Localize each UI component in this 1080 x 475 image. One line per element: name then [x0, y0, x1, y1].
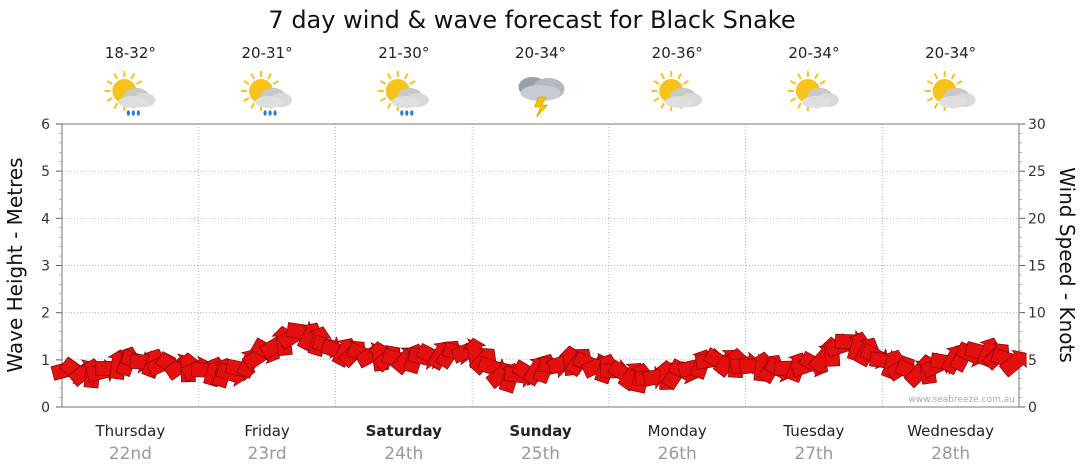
y-axis-right-ticks: 0 5 10 15 20 25 30	[1019, 117, 1046, 416]
day-temperature: 20-31°	[242, 44, 293, 62]
y-left-tick-label: 2	[41, 306, 50, 322]
day-temperature: 20-34°	[788, 44, 839, 62]
y-axis-right-title: Wind Speed - Knots	[1055, 167, 1079, 363]
day-name: Saturday	[366, 422, 443, 440]
y-left-tick-label: 6	[41, 117, 50, 133]
day-date: 23rd	[248, 444, 287, 464]
y-right-tick-label: 10	[1028, 306, 1046, 322]
day-labels: Thursday 22nd Friday 23rd Saturday 24th Sunday…	[94, 422, 994, 464]
day-date: 26th	[658, 444, 697, 464]
sun-cloud-icon	[924, 71, 976, 111]
y-axis-left-ticks: 0 1 2 3 4 5 6	[41, 117, 62, 416]
day-temperature: 20-34°	[925, 44, 976, 62]
wind-arrow	[998, 349, 1027, 378]
gridlines	[62, 124, 1019, 407]
weather-icons	[104, 71, 976, 118]
chart-title: 7 day wind & wave forecast for Black Sna…	[268, 6, 795, 34]
day-name: Thursday	[94, 422, 165, 440]
y-right-tick-label: 25	[1028, 164, 1046, 180]
day-date: 27th	[794, 444, 833, 464]
day-name: Sunday	[509, 422, 572, 440]
sun-cloud-icon	[787, 71, 839, 111]
day-temperature: 18-32°	[105, 44, 156, 62]
daily-temperatures: 18-32° 20-31° 21-30° 20-34° 20-36° 20-34° 20-3…	[105, 44, 976, 62]
day-temperature: 21-30°	[378, 44, 429, 62]
y-left-tick-label: 0	[41, 400, 50, 416]
day-temperature: 20-34°	[515, 44, 566, 62]
y-right-tick-label: 30	[1028, 117, 1046, 133]
sun-cloud-rain-icon	[241, 71, 293, 116]
sun-cloud-rain-icon	[377, 71, 429, 116]
day-name: Wednesday	[907, 422, 994, 440]
day-name: Monday	[648, 422, 707, 440]
y-right-tick-label: 0	[1028, 400, 1037, 416]
sun-cloud-icon	[651, 71, 703, 111]
day-date: 22nd	[109, 444, 152, 464]
y-left-tick-label: 1	[41, 353, 50, 369]
y-left-tick-label: 5	[41, 164, 50, 180]
y-right-tick-label: 20	[1028, 211, 1046, 227]
storm-cloud-icon	[518, 77, 565, 118]
credit-text: www.seabreeze.com.au	[908, 395, 1015, 405]
day-temperature: 20-36°	[652, 44, 703, 62]
y-right-tick-label: 15	[1028, 259, 1046, 275]
day-name: Friday	[244, 422, 290, 440]
y-left-tick-label: 4	[41, 211, 50, 227]
day-date: 24th	[384, 444, 423, 464]
sun-cloud-rain-icon	[104, 71, 156, 116]
day-date: 28th	[931, 444, 970, 464]
y-left-tick-label: 3	[41, 259, 50, 275]
day-name: Tuesday	[782, 422, 844, 440]
wind-arrows	[50, 320, 1027, 394]
day-date: 25th	[521, 444, 560, 464]
y-axis-left-title: Wave Height - Metres	[3, 157, 27, 372]
y-right-tick-label: 5	[1028, 353, 1037, 369]
